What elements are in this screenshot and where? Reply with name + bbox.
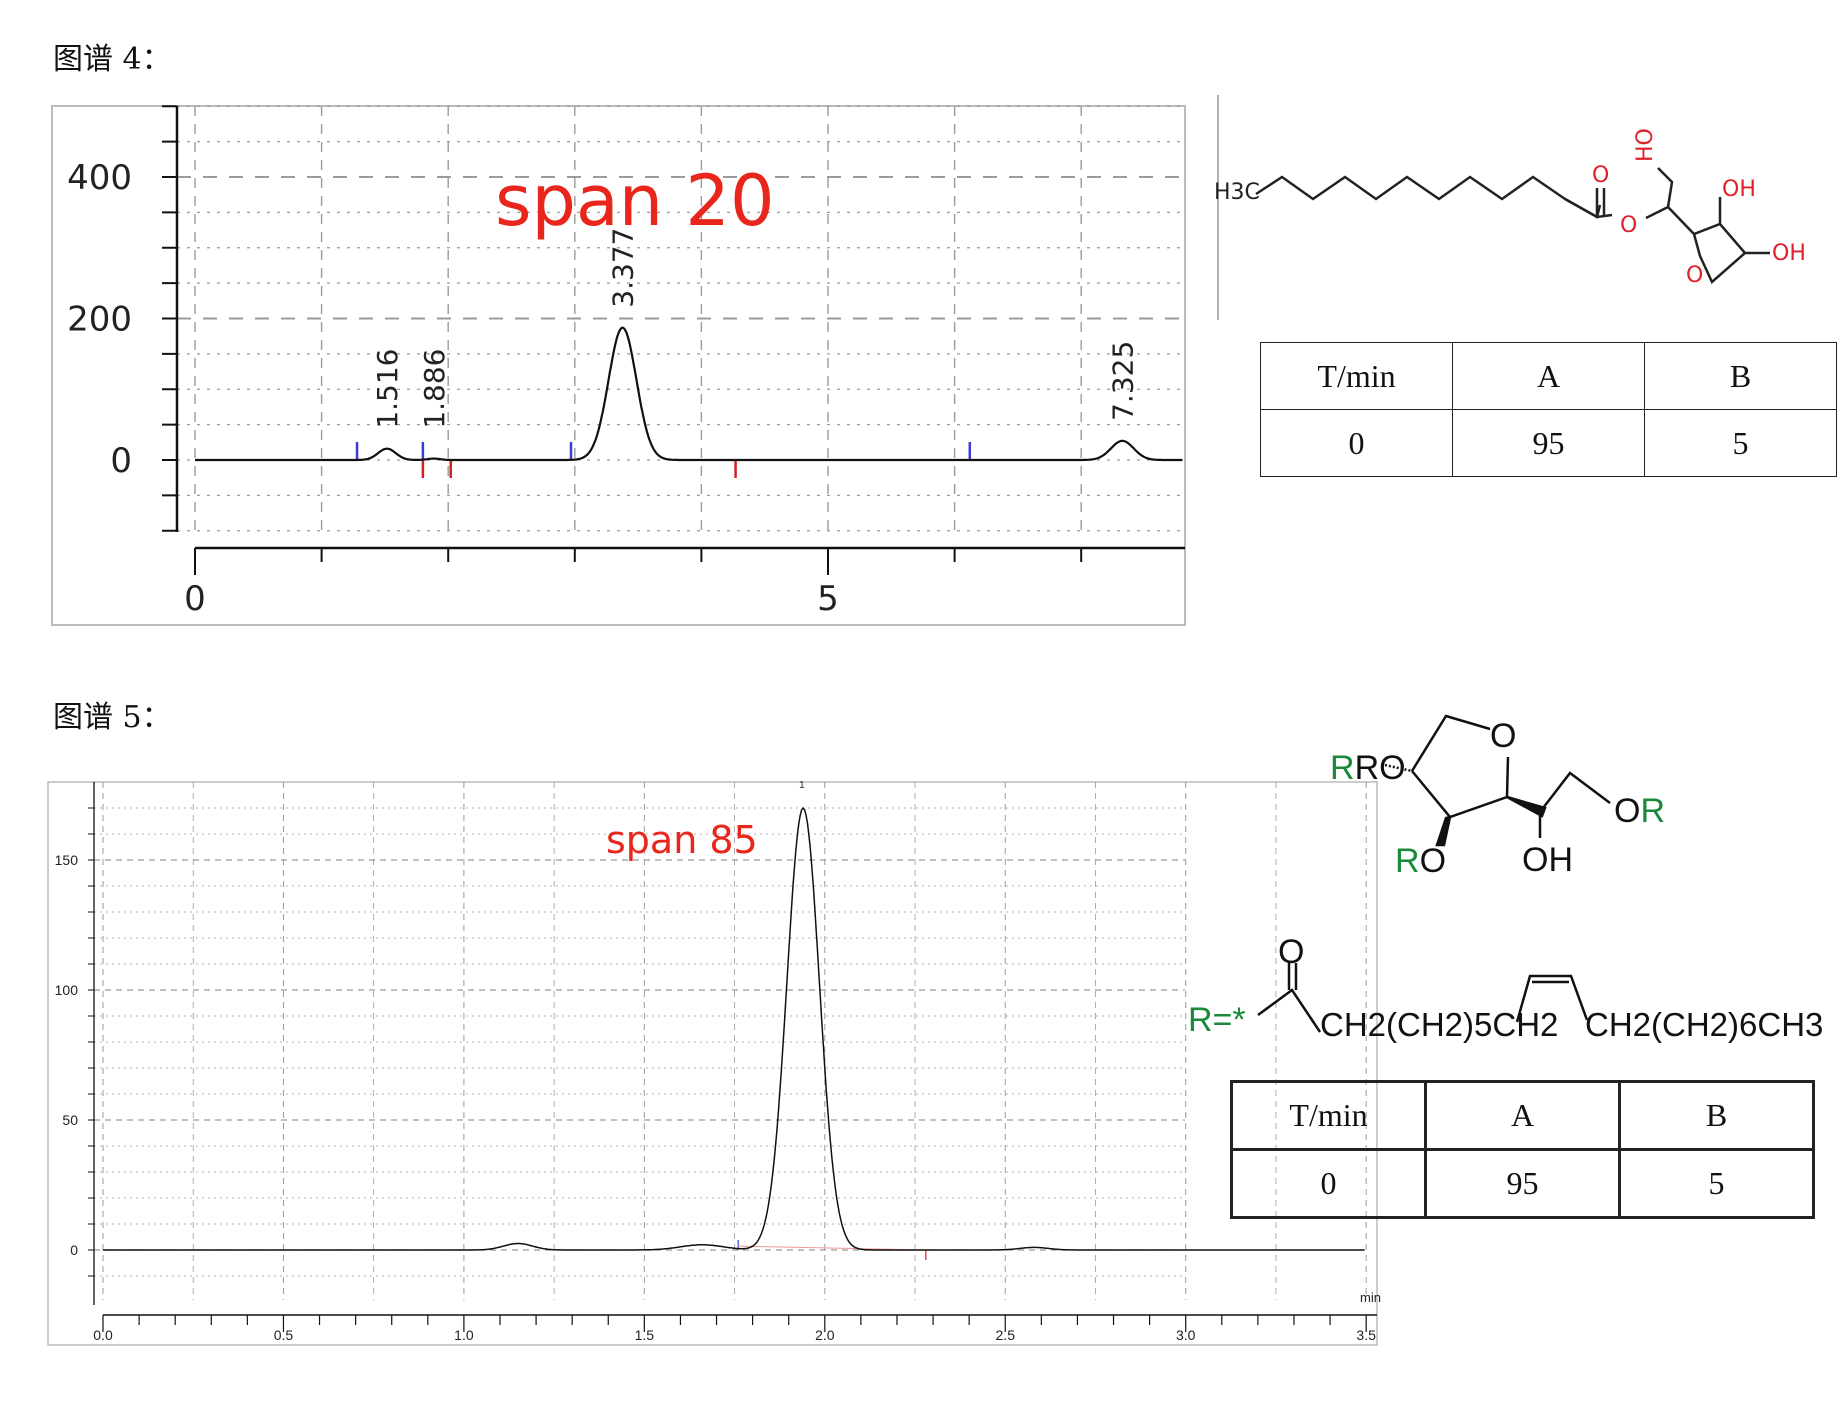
x-tick-label: 0 [184,579,206,619]
x-axis-label: min [1360,1290,1381,1305]
table-header: A [1424,1080,1621,1151]
chromatogram-span85: 0 50 100 150 0.0 0.5 1.0 1.5 2.0 2.5 3.0 3.5 min 1 s… [47,780,1381,1346]
x-tick-label: 0.0 [93,1327,113,1343]
y-tick-label: 0 [70,1242,78,1258]
y-tick-label: 400 [67,158,132,198]
table-header: B [1618,1080,1815,1151]
peak-label: 7.325 [1106,341,1139,421]
atom-label: RRO [1330,749,1406,787]
peak-label: 3.377 [607,228,640,308]
y-tick-label: 200 [67,300,132,340]
figure-5-label: 图谱 5： [53,700,172,735]
peak-label: 1.886 [418,349,451,429]
peak-label: 1.516 [371,349,404,429]
r-group-chain-b: CH2(CH2)6CH3 [1585,1006,1823,1043]
table-cell: 95 [1452,409,1645,477]
chart1-trace [195,326,1183,462]
gradient-table-2: T/min A B 0 95 5 [1230,1080,1815,1219]
atom-label: OH [1722,177,1756,202]
chart1-frame [51,105,1186,626]
structure-span85-labels: RRO O RO OH OR O R=* CH2(CH2)5CH2 CH2(CH… [1188,717,1823,1043]
y-tick-label: 50 [62,1112,78,1128]
r-group-prefix: R=* [1188,1001,1246,1039]
x-tick-label: 3.0 [1176,1327,1196,1343]
table-header: A [1452,342,1645,410]
table-header: B [1644,342,1837,410]
structure-span20-labels: H3C O O HO OH OH O [1214,128,1806,288]
atom-label: RO [1395,842,1446,880]
chromatogram-span20: 0 200 400 0 5 1.516 1.886 3.377 7.325 span 20 [51,105,1186,626]
table-cell: 0 [1260,409,1453,477]
atom-label: O [1592,163,1609,188]
chart2-trace [103,806,1365,1251]
y-tick-label: 100 [55,982,79,998]
structure-span20 [1255,167,1770,285]
atom-label: OH [1772,241,1806,266]
atom-label: O [1278,933,1304,971]
x-tick-label: 5 [817,579,839,619]
atom-label: OR [1614,792,1665,830]
atom-label: HO [1633,128,1658,162]
atom-label: O [1686,263,1703,288]
gradient-table-1: T/min A B 0 95 5 [1260,342,1837,477]
x-tick-label: 0.5 [274,1327,294,1343]
atom-label: O [1490,717,1516,755]
y-tick-label: 150 [55,852,79,868]
y-tick-label: 0 [110,441,132,481]
peak-label: 1 [799,780,805,791]
table-header: T/min [1260,342,1453,410]
r-group-chain-a: CH2(CH2)5CH2 [1320,1006,1558,1043]
x-tick-label: 2.0 [815,1327,835,1343]
table-header: T/min [1230,1080,1427,1151]
atom-label: O [1620,213,1637,238]
table-cell: 5 [1618,1148,1815,1219]
atom-label: H3C [1214,180,1260,205]
chart1-annotation: span 20 [495,160,775,242]
chart2-annotation: span 85 [606,818,758,862]
figure-4-label: 图谱 4： [53,42,172,77]
table-cell: 95 [1424,1148,1621,1219]
x-tick-label: 2.5 [996,1327,1016,1343]
x-tick-label: 1.0 [454,1327,474,1343]
x-tick-label: 3.5 [1356,1327,1376,1343]
structure-span85 [1257,714,1611,1033]
chart2-frame [47,781,1378,1346]
x-tick-label: 1.5 [635,1327,655,1343]
table-cell: 5 [1644,409,1837,477]
atom-label: OH [1522,841,1573,879]
table-cell: 0 [1230,1148,1427,1219]
